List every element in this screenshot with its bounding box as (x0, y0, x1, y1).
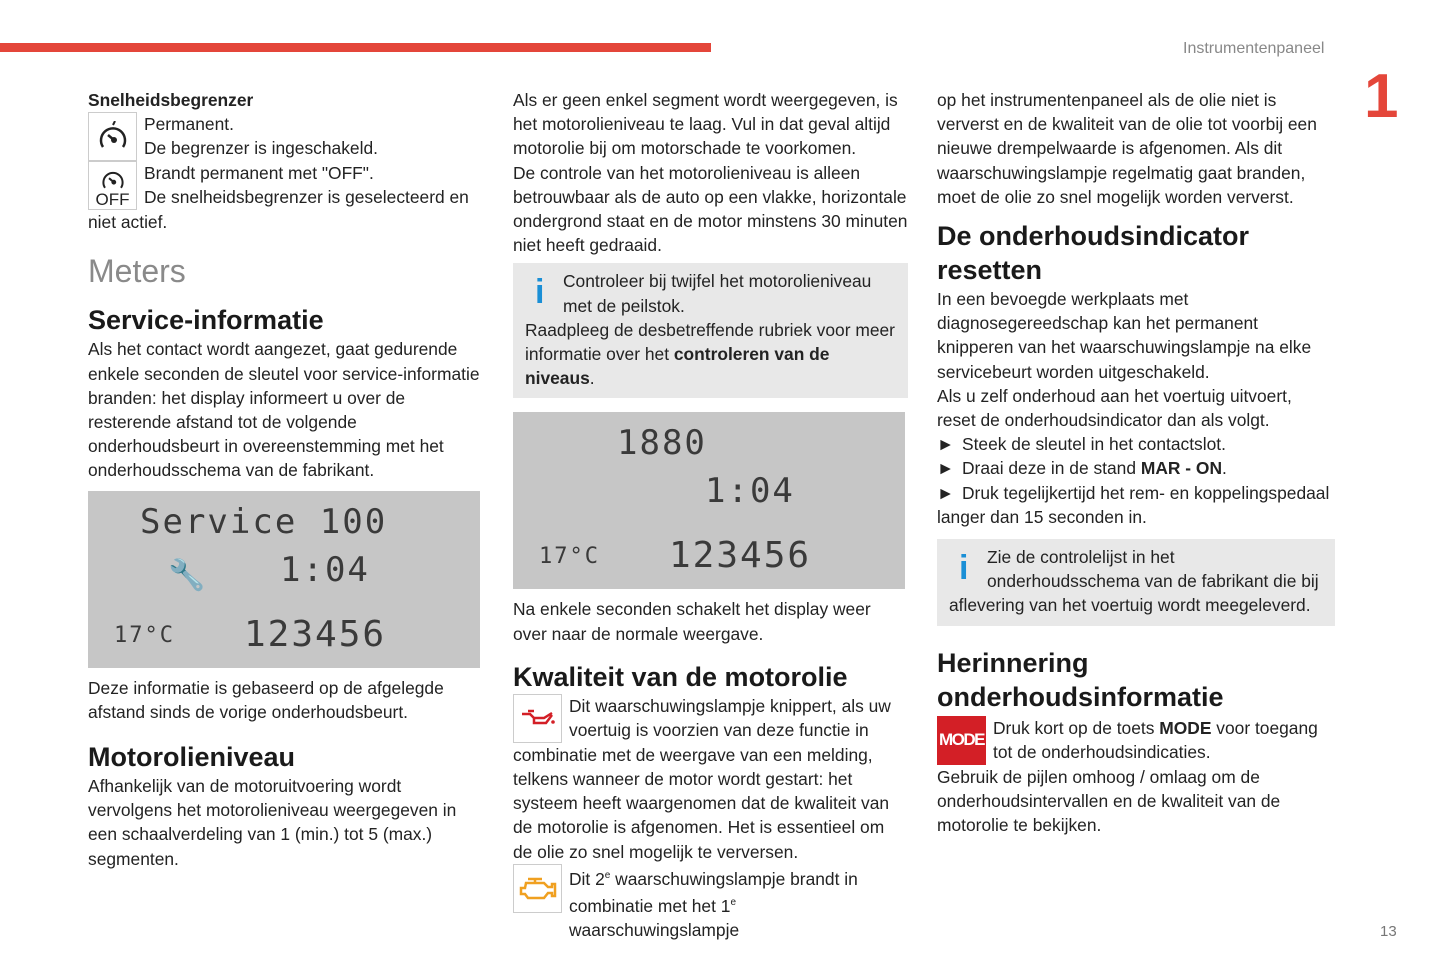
lcd-temp: 17°C (539, 544, 600, 570)
oil-quality-text: Dit waarschuwingslampje knippert, als uw… (569, 695, 891, 741)
bullet-icon: ► (937, 482, 955, 503)
service-display-image: Service 100 🔧 1:04 17°C 123456 (88, 490, 480, 668)
speedometer-icon (88, 112, 137, 162)
engine-check-icon (513, 863, 562, 913)
bullet-icon: ► (937, 458, 955, 479)
info-box: i Controleer bij twijfel het motorolieni… (513, 263, 908, 399)
text: Druk kort op de toets (993, 717, 1160, 738)
recall-title: Herinnering onderhoudsinformatie (937, 647, 1224, 712)
info-text: Zie de controlelijst in het onderhoudssc… (949, 547, 1319, 616)
column-2: Als er geen enkel segment wordt weergege… (513, 88, 908, 942)
lcd-odometer: 123456 (669, 535, 812, 577)
text: waarschuwingslampje brandt in combinatie… (569, 868, 858, 916)
info-text: Controleer bij twijfel het motorolienive… (563, 271, 872, 316)
wrench-icon: 🔧 (168, 557, 208, 593)
quality-title: Kwaliteit van de motorolie (513, 661, 848, 692)
limiter-text: De begrenzer is ingeschakeld. (144, 138, 378, 159)
engine-warning-text: Dit 2e waarschuwingslampje brandt in com… (569, 864, 908, 942)
lcd-time: 1:04 (280, 549, 370, 590)
limiter-text: De snelheidsbegrenzer is geselecteerd en (144, 187, 469, 208)
step-2: ► Draai deze in de stand MAR - ON. (937, 456, 1335, 480)
text: voor toegang tot de onderhoudsindicaties… (993, 717, 1318, 762)
info-icon: i (535, 273, 545, 312)
text: Dit 2 (569, 868, 605, 889)
step-text: . (1222, 458, 1227, 479)
lcd-mileage: 1880 (617, 423, 707, 464)
header-accent-bar (0, 43, 711, 52)
step-text: MAR - ON (1140, 458, 1223, 479)
chapter-number: 1 (1364, 62, 1399, 131)
limiter-text: niet actief. (88, 212, 168, 233)
oil-text: Als er geen enkel segment wordt weergege… (513, 90, 898, 159)
normal-display-image: 1880 1:04 17°C 123456 (513, 412, 905, 590)
lcd-service: Service 100 (140, 501, 388, 542)
page-number: 13 (1380, 923, 1397, 940)
text: e (730, 896, 736, 908)
lcd-odometer: 123456 (244, 613, 387, 655)
service-note: Deze informatie is gebaseerd op de afgel… (88, 677, 444, 722)
step-text: Steek de sleutel in het contactslot. (962, 434, 1226, 455)
info-box: i Zie de controlelijst in het onderhouds… (937, 539, 1335, 626)
oil-level-text: Afhankelijk van de motoruitvoering wordt… (88, 776, 457, 869)
reset-text: Als u zelf onderhoud aan het voertuig ui… (937, 385, 1292, 431)
oil-can-icon (513, 693, 562, 743)
oil-text: op het instrumentenpaneel als de olie ni… (937, 90, 1317, 207)
engine-warning-row: Dit 2e waarschuwingslampje brandt in com… (513, 863, 908, 942)
text: MODE (1159, 717, 1212, 738)
bullet-icon: ► (937, 434, 955, 455)
column-1: Snelheidsbegrenzer Permanent. De begrenze… (88, 88, 485, 871)
text: e (604, 869, 611, 881)
info-link-text: controleren van de niveaus (525, 344, 830, 389)
info-text: . (589, 368, 595, 389)
step-1: ► Steek de sleutel in het contactslot. (937, 432, 1335, 456)
arrows-text: Gebruik de pijlen omhoog / omlaag om de … (937, 766, 1281, 836)
column-3: op het instrumentenpaneel als de olie ni… (937, 88, 1335, 837)
mode-row: MODE Druk kort op de toets MODE voor toe… (937, 715, 1335, 765)
info-text: Raadpleeg de desbetreffende rubriek voor… (525, 319, 895, 365)
lcd-temp: 17°C (114, 622, 175, 648)
limiter-off-row: OFF Brandt permanent met "OFF". De snelhe… (88, 161, 485, 211)
limiter-text: Brandt permanent met "OFF". (144, 163, 374, 184)
limiter-title: Snelheidsbegrenzer (88, 90, 254, 110)
limiter-on-row: Permanent. De begrenzer is ingeschakeld. (88, 112, 485, 162)
mode-text: Druk kort op de toets MODE voor toegang … (993, 716, 1335, 765)
oil-quality-row: Dit waarschuwingslampje knippert, als uw… (513, 693, 908, 743)
running-header: Instrumentenpaneel (1183, 40, 1325, 57)
text: waarschuwingslampje (569, 919, 740, 940)
service-text: Als het contact wordt aangezet, gaat ged… (88, 339, 480, 481)
step-text: Druk tegelijkertijd het rem- en koppelin… (937, 482, 1330, 527)
speedometer-off-icon: OFF (88, 161, 137, 211)
oil-level-title: Motorolieniveau (88, 742, 296, 773)
step-text: Draai deze in de stand (962, 458, 1141, 479)
oil-quality-text: combinatie met de weergave van een meldi… (513, 744, 890, 862)
reset-title: De onderhoudsindicator resetten (937, 221, 1250, 286)
limiter-text: Permanent. (144, 114, 234, 135)
info-icon: i (959, 549, 969, 588)
lcd-time: 1:04 (705, 471, 795, 512)
off-label: OFF (95, 190, 130, 210)
service-title: Service-informatie (88, 305, 324, 336)
section-title-meters: Meters (88, 253, 186, 290)
mode-button-icon: MODE (937, 715, 986, 765)
display-note: Na enkele seconden schakelt het display … (513, 599, 871, 644)
oil-text: De controle van het motorolieniveau is a… (513, 162, 908, 256)
reset-text: In een bevoegde werkplaats met diagnoseg… (937, 289, 1312, 382)
step-3: ► Druk tegelijkertijd het rem- en koppeli… (937, 481, 1335, 529)
